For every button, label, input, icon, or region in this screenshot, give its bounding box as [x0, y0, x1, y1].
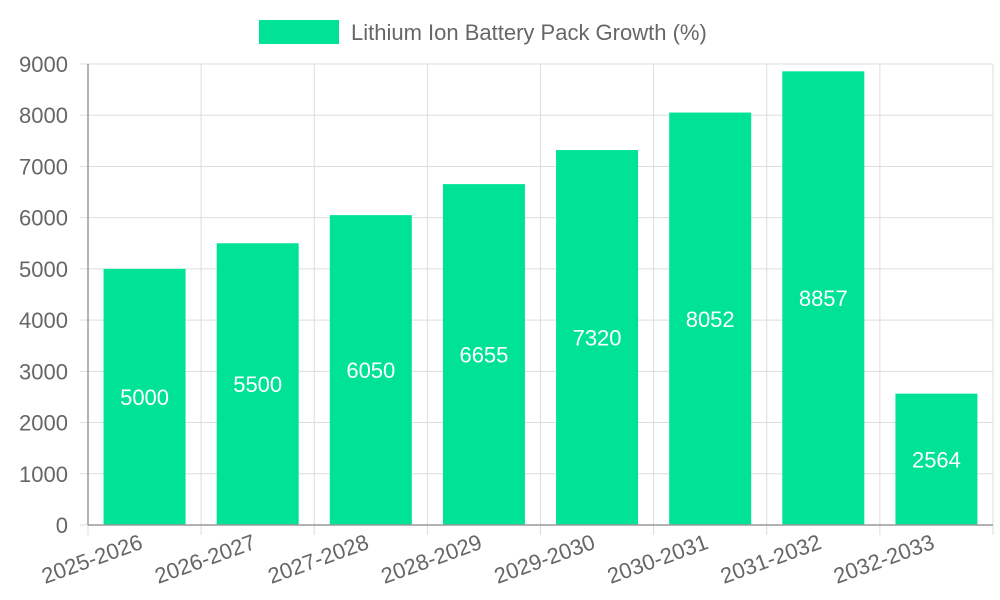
x-tick-label: 2030-2031	[604, 529, 711, 588]
bar[interactable]	[103, 268, 186, 525]
y-tick-label: 1000	[19, 462, 68, 487]
bar[interactable]	[329, 215, 412, 525]
y-tick-label: 4000	[19, 308, 68, 333]
bar[interactable]	[556, 150, 639, 525]
y-tick-label: 0	[56, 513, 68, 538]
y-tick-label: 8000	[19, 103, 68, 128]
x-tick-label: 2026-2027	[151, 529, 258, 588]
y-tick-label: 6000	[19, 206, 68, 231]
data-label: 8052	[686, 307, 735, 332]
bar[interactable]	[216, 243, 299, 525]
x-tick-label: 2028-2029	[378, 529, 485, 588]
y-axis-ticks: 0 1000 2000 3000 4000 5000 6000 7000 8000 9000	[19, 52, 68, 538]
y-tick-label: 2000	[19, 411, 68, 436]
data-label: 2564	[912, 447, 961, 472]
data-label: 5000	[120, 385, 169, 410]
x-tick-label: 2025-2026	[38, 529, 145, 588]
data-label: 5500	[233, 372, 282, 397]
data-labels: 5000 5500 6050 6655 7320 8052 8857 2564	[120, 286, 961, 472]
legend-swatch	[259, 20, 339, 44]
y-tick-label: 3000	[19, 359, 68, 384]
y-tick-label: 5000	[19, 257, 68, 282]
legend-label: Lithium Ion Battery Pack Growth (%)	[351, 20, 707, 45]
bars	[103, 71, 978, 526]
legend[interactable]: Lithium Ion Battery Pack Growth (%)	[259, 20, 707, 45]
axes	[87, 64, 993, 526]
x-tick-label: 2032-2033	[830, 529, 937, 588]
bar[interactable]	[669, 112, 752, 526]
bar[interactable]	[782, 71, 865, 526]
x-axis-ticks: 2025-2026 2026-2027 2027-2028 2028-2029 2029…	[38, 529, 937, 588]
data-label: 8857	[799, 286, 848, 311]
x-tick-label: 2029-2030	[491, 529, 598, 588]
data-label: 6655	[459, 343, 508, 368]
y-tick-label: 9000	[19, 52, 68, 77]
bar[interactable]	[442, 184, 525, 526]
y-tick-label: 7000	[19, 154, 68, 179]
x-tick-label: 2031-2032	[717, 529, 824, 588]
data-label: 6050	[346, 358, 395, 383]
x-tick-label: 2027-2028	[265, 529, 372, 588]
bar[interactable]	[895, 393, 978, 525]
data-label: 7320	[573, 326, 622, 351]
